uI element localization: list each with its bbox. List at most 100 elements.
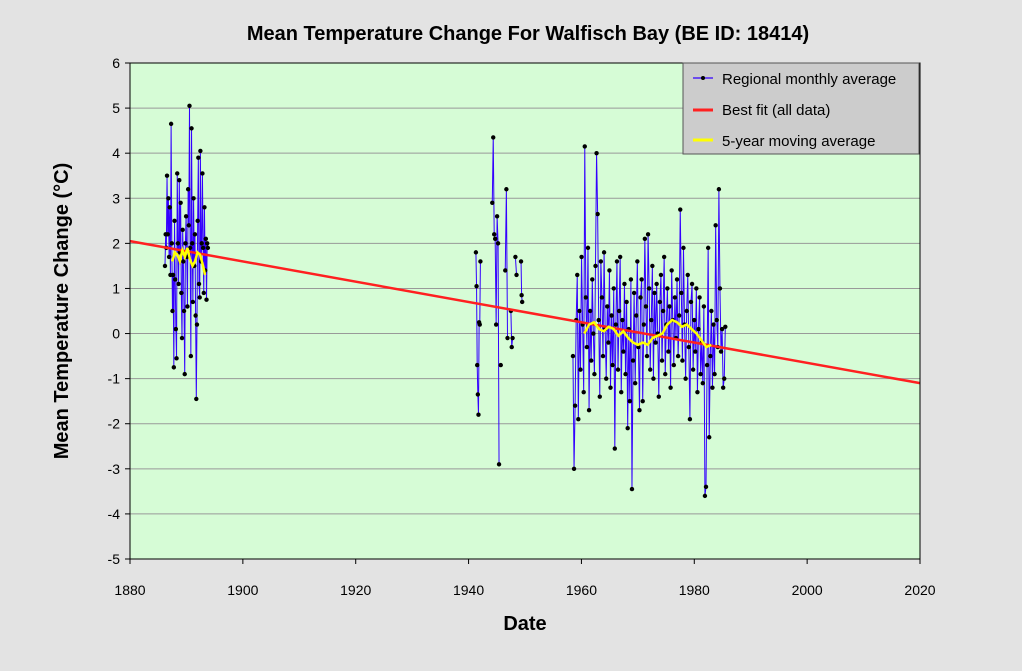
- data-point: [491, 135, 496, 140]
- data-point: [617, 254, 623, 260]
- data-point: [492, 232, 497, 237]
- data-point: [641, 322, 646, 327]
- data-point: [638, 295, 643, 300]
- data-point: [178, 200, 183, 205]
- data-point: [583, 295, 589, 300]
- data-point: [570, 353, 576, 359]
- data-point: [171, 365, 177, 370]
- data-point: [652, 290, 657, 296]
- data-point: [608, 385, 613, 390]
- data-point: [635, 259, 640, 264]
- x-tick-label: 1960: [566, 582, 597, 598]
- best-fit-line: [129, 239, 921, 385]
- moving-average-line: [171, 245, 207, 276]
- data-point: [643, 304, 649, 309]
- data-point: [191, 196, 196, 201]
- gridlines: [130, 107, 920, 515]
- y-tick-label: 6: [112, 55, 120, 71]
- data-point: [571, 466, 577, 472]
- data-point: [615, 367, 621, 372]
- data-point: [586, 408, 592, 413]
- data-point: [578, 367, 583, 372]
- data-point: [636, 344, 641, 350]
- data-point: [687, 417, 693, 422]
- moving-average-line: [583, 318, 712, 349]
- data-point: [710, 385, 715, 390]
- data-point: [689, 281, 695, 287]
- data-point: [591, 331, 596, 336]
- data-point: [172, 277, 178, 282]
- y-tick-label: -4: [108, 506, 121, 522]
- data-point: [590, 277, 595, 282]
- y-tick-label: 0: [112, 326, 120, 342]
- data-point: [713, 223, 718, 228]
- moving-average-series: [171, 245, 712, 349]
- data-point: [200, 245, 206, 251]
- data-point: [714, 317, 719, 323]
- data-point: [599, 295, 605, 300]
- data-point: [708, 353, 713, 359]
- data-point: [582, 144, 587, 149]
- data-point: [205, 245, 211, 251]
- y-tick-label: -5: [108, 551, 121, 567]
- data-point: [510, 335, 515, 341]
- data-point: [503, 268, 508, 273]
- data-point: [700, 380, 705, 386]
- x-axis-label: Date: [503, 613, 546, 635]
- data-point: [627, 398, 633, 404]
- data-point: [601, 250, 607, 255]
- data-point: [681, 245, 686, 251]
- data-point: [194, 396, 199, 402]
- data-point: [668, 385, 673, 390]
- data-point: [619, 389, 624, 395]
- data-point: [632, 380, 638, 386]
- data-point: [519, 293, 524, 298]
- data-point: [577, 308, 582, 314]
- data-point: [579, 254, 584, 260]
- y-tick-label: 1: [112, 280, 120, 296]
- data-point: [185, 187, 191, 192]
- data-point: [183, 214, 189, 219]
- data-point: [584, 344, 590, 350]
- data-point: [180, 227, 185, 233]
- data-point: [173, 326, 179, 332]
- data-point: [168, 121, 174, 127]
- data-point: [658, 272, 664, 278]
- data-point: [718, 349, 724, 354]
- data-point: [628, 277, 634, 282]
- data-point: [697, 295, 702, 300]
- data-point: [659, 358, 665, 363]
- data-point: [703, 484, 709, 490]
- data-point: [657, 299, 663, 305]
- data-point: [474, 284, 479, 289]
- data-point: [496, 462, 502, 467]
- data-point: [597, 394, 602, 399]
- x-tick-label: 2020: [904, 582, 935, 598]
- data-point: [165, 232, 170, 237]
- legend-label-monthly: Regional monthly average: [722, 71, 896, 88]
- data-point: [519, 299, 525, 305]
- data-point: [666, 349, 671, 354]
- data-point: [610, 362, 615, 368]
- data-point: [688, 299, 694, 305]
- data-point: [629, 486, 635, 492]
- data-point: [204, 297, 209, 302]
- legend-box: [682, 62, 920, 155]
- legend-marker-monthly: [701, 76, 705, 80]
- monthly-line: [491, 137, 500, 465]
- data-point: [712, 371, 717, 377]
- data-point: [596, 317, 601, 323]
- data-point: [702, 493, 708, 499]
- data-point: [183, 241, 188, 246]
- data-point: [698, 371, 703, 377]
- data-point: [193, 313, 198, 318]
- data-point: [197, 295, 202, 300]
- data-point: [514, 272, 519, 278]
- x-tick-label: 1900: [227, 582, 258, 598]
- data-point: [671, 362, 677, 368]
- data-point: [575, 272, 580, 278]
- data-point: [200, 171, 205, 176]
- data-point: [612, 446, 618, 451]
- data-point: [595, 211, 600, 217]
